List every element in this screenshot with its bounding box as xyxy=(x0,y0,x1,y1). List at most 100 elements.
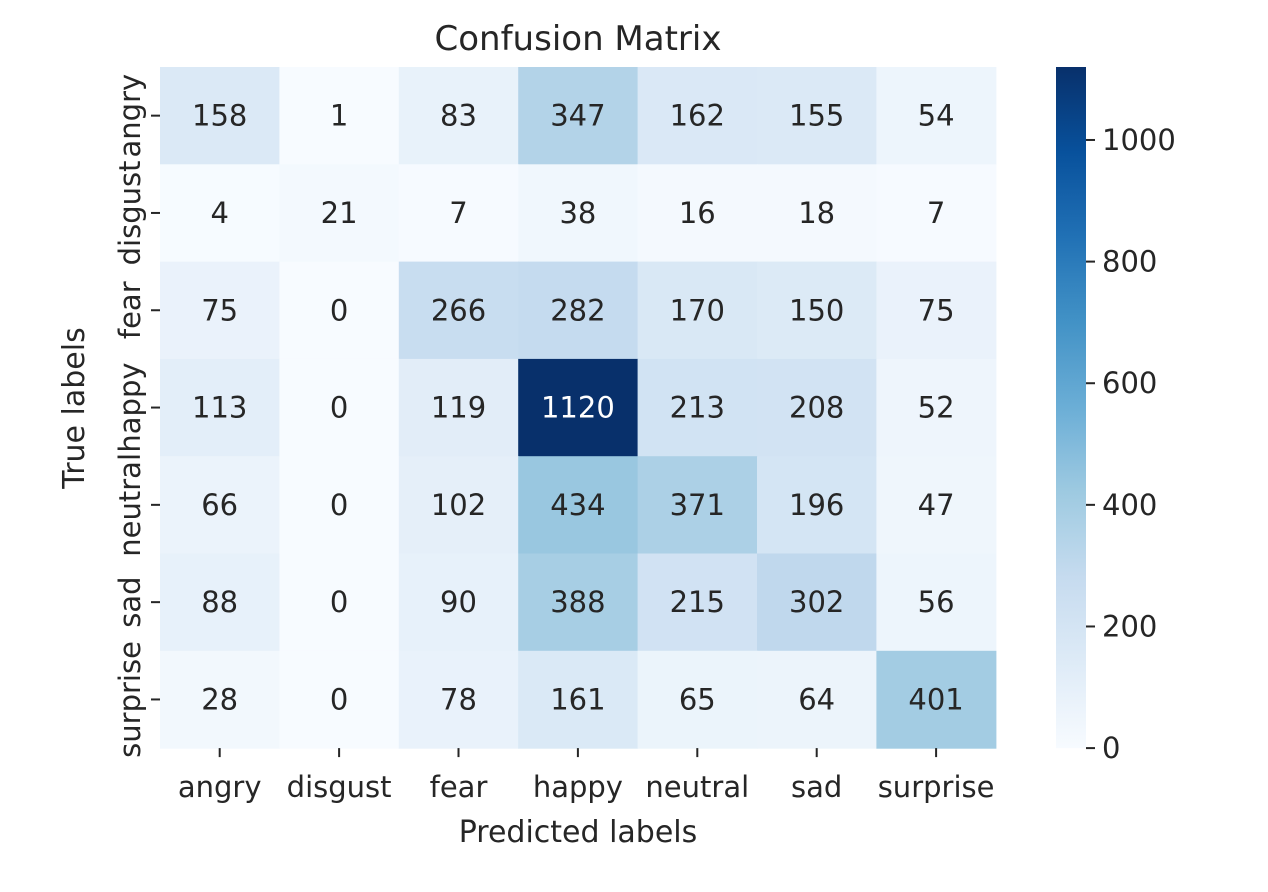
cell-neutral-fear xyxy=(398,456,519,555)
cell-disgust-angry xyxy=(160,164,280,263)
cell-neutral-disgust xyxy=(279,456,400,555)
cell-value-label: 0 xyxy=(330,682,348,716)
cell-angry-neutral xyxy=(637,67,758,165)
cell-value-label: 64 xyxy=(798,682,835,716)
colorbar-tick-label: 400 xyxy=(1102,488,1157,522)
cell-value-label: 266 xyxy=(431,293,486,327)
cell-neutral-sad xyxy=(757,456,877,555)
cell-value-label: 170 xyxy=(670,293,725,327)
cell-fear-disgust xyxy=(279,261,400,360)
chart-title: Confusion Matrix xyxy=(435,19,722,59)
cell-value-label: 28 xyxy=(201,682,238,716)
cell-value-label: 0 xyxy=(330,293,348,327)
cell-value-label: 1120 xyxy=(541,391,615,425)
cell-value-label: 52 xyxy=(918,391,955,425)
cell-value-label: 213 xyxy=(670,391,725,425)
y-tick-label-sad: sad xyxy=(113,577,147,628)
cell-value-label: 54 xyxy=(918,99,955,133)
y-tick-label-surprise: surprise xyxy=(113,641,147,758)
cell-disgust-fear xyxy=(398,164,519,263)
cell-value-label: 1 xyxy=(330,99,348,133)
cell-sad-neutral xyxy=(637,553,758,652)
cell-sad-fear xyxy=(398,553,519,652)
cell-sad-angry xyxy=(160,553,280,652)
cell-angry-fear xyxy=(398,67,519,165)
cell-value-label: 0 xyxy=(330,391,348,425)
x-axis-ticks: angry disgust fear happy neutral sad surprise xyxy=(178,748,994,804)
cell-neutral-happy xyxy=(518,456,639,555)
x-tick-label-sad: sad xyxy=(791,770,842,804)
cell-neutral-surprise xyxy=(876,456,997,555)
cell-value-label: 388 xyxy=(550,585,605,619)
cell-angry-sad xyxy=(757,67,877,165)
colorbar-tick-label: 600 xyxy=(1102,366,1157,400)
cell-value-label: 75 xyxy=(918,293,955,327)
cell-value-label: 161 xyxy=(550,682,605,716)
cell-value-label: 4 xyxy=(210,196,228,230)
cell-sad-sad xyxy=(757,553,877,652)
cell-happy-happy xyxy=(518,358,639,457)
cell-value-label: 7 xyxy=(449,196,467,230)
cell-value-label: 90 xyxy=(440,585,477,619)
cell-surprise-disgust xyxy=(279,650,400,749)
cell-happy-disgust xyxy=(279,358,400,457)
heatmap-cells: 158 1 83 347 162 155 54 4 21 7 38 16 18 7 75 0 266 282 170… xyxy=(160,67,997,749)
colorbar-tick-label: 200 xyxy=(1102,609,1157,643)
cell-value-label: 0 xyxy=(330,585,348,619)
cell-surprise-surprise xyxy=(876,650,997,749)
y-tick-label-neutral: neutral xyxy=(113,453,147,557)
cell-angry-angry xyxy=(160,67,280,165)
x-tick-label-happy: happy xyxy=(533,770,623,804)
cell-disgust-surprise xyxy=(876,164,997,263)
cell-fear-neutral xyxy=(637,261,758,360)
cell-surprise-neutral xyxy=(637,650,758,749)
x-tick-label-neutral: neutral xyxy=(645,770,749,804)
y-tick-label-happy: happy xyxy=(113,362,147,452)
x-tick-label-disgust: disgust xyxy=(287,770,392,804)
y-tick-label-fear: fear xyxy=(113,281,147,339)
cell-neutral-angry xyxy=(160,456,280,555)
cell-surprise-fear xyxy=(398,650,519,749)
cell-value-label: 150 xyxy=(789,293,844,327)
cell-value-label: 347 xyxy=(550,99,605,133)
cell-value-label: 113 xyxy=(192,391,247,425)
cell-surprise-happy xyxy=(518,650,639,749)
x-tick-label-angry: angry xyxy=(178,770,262,804)
y-tick-label-angry: angry xyxy=(113,74,147,158)
cell-value-label: 371 xyxy=(670,488,725,522)
y-axis-label: True labels xyxy=(57,327,92,489)
cell-sad-surprise xyxy=(876,553,997,652)
cell-surprise-sad xyxy=(757,650,877,749)
cell-value-label: 16 xyxy=(679,196,716,230)
cell-value-label: 158 xyxy=(192,99,247,133)
cell-fear-sad xyxy=(757,261,877,360)
cell-value-label: 282 xyxy=(550,293,605,327)
cell-value-label: 75 xyxy=(201,293,238,327)
cell-value-label: 102 xyxy=(431,488,486,522)
colorbar-tick-label: 800 xyxy=(1102,245,1157,279)
cell-value-label: 47 xyxy=(918,488,955,522)
cell-value-label: 401 xyxy=(908,682,963,716)
cell-value-label: 0 xyxy=(330,488,348,522)
x-axis-label: Predicted labels xyxy=(459,815,698,850)
cell-neutral-neutral xyxy=(637,456,758,555)
cell-value-label: 215 xyxy=(670,585,725,619)
cell-value-label: 66 xyxy=(201,488,238,522)
cell-sad-happy xyxy=(518,553,639,652)
cell-sad-disgust xyxy=(279,553,400,652)
cell-value-label: 78 xyxy=(440,682,477,716)
cell-disgust-disgust xyxy=(279,164,400,263)
cell-happy-neutral xyxy=(637,358,758,457)
cell-disgust-happy xyxy=(518,164,639,263)
y-tick-label-disgust: disgust xyxy=(113,161,147,266)
cell-value-label: 155 xyxy=(789,99,844,133)
cell-value-label: 208 xyxy=(789,391,844,425)
cell-fear-happy xyxy=(518,261,639,360)
cell-happy-fear xyxy=(398,358,519,457)
cell-value-label: 65 xyxy=(679,682,716,716)
cell-value-label: 38 xyxy=(559,196,596,230)
cell-value-label: 162 xyxy=(670,99,725,133)
colorbar-tick-label: 0 xyxy=(1102,731,1120,765)
